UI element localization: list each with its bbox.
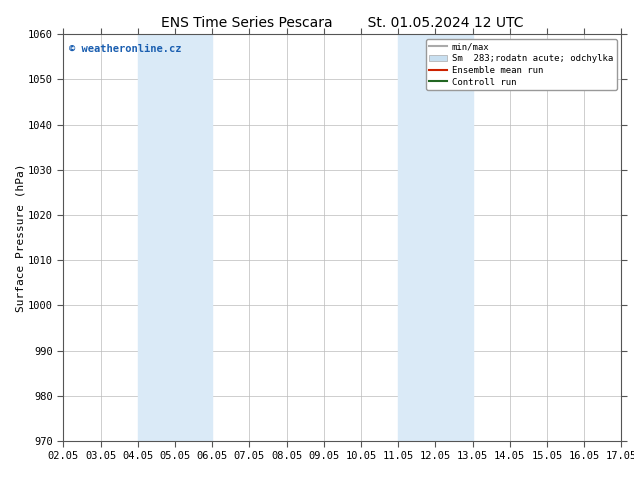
Title: ENS Time Series Pescara        St. 01.05.2024 12 UTC: ENS Time Series Pescara St. 01.05.2024 1… [161,16,524,30]
Bar [138,34,212,441]
Legend: min/max, Sm  283;rodatn acute; odchylka, Ensemble mean run, Controll run: min/max, Sm 283;rodatn acute; odchylka, … [426,39,617,90]
Y-axis label: Surface Pressure (hPa): Surface Pressure (hPa) [15,163,25,312]
Bar [398,34,472,441]
Text: © weatheronline.cz: © weatheronline.cz [69,45,181,54]
